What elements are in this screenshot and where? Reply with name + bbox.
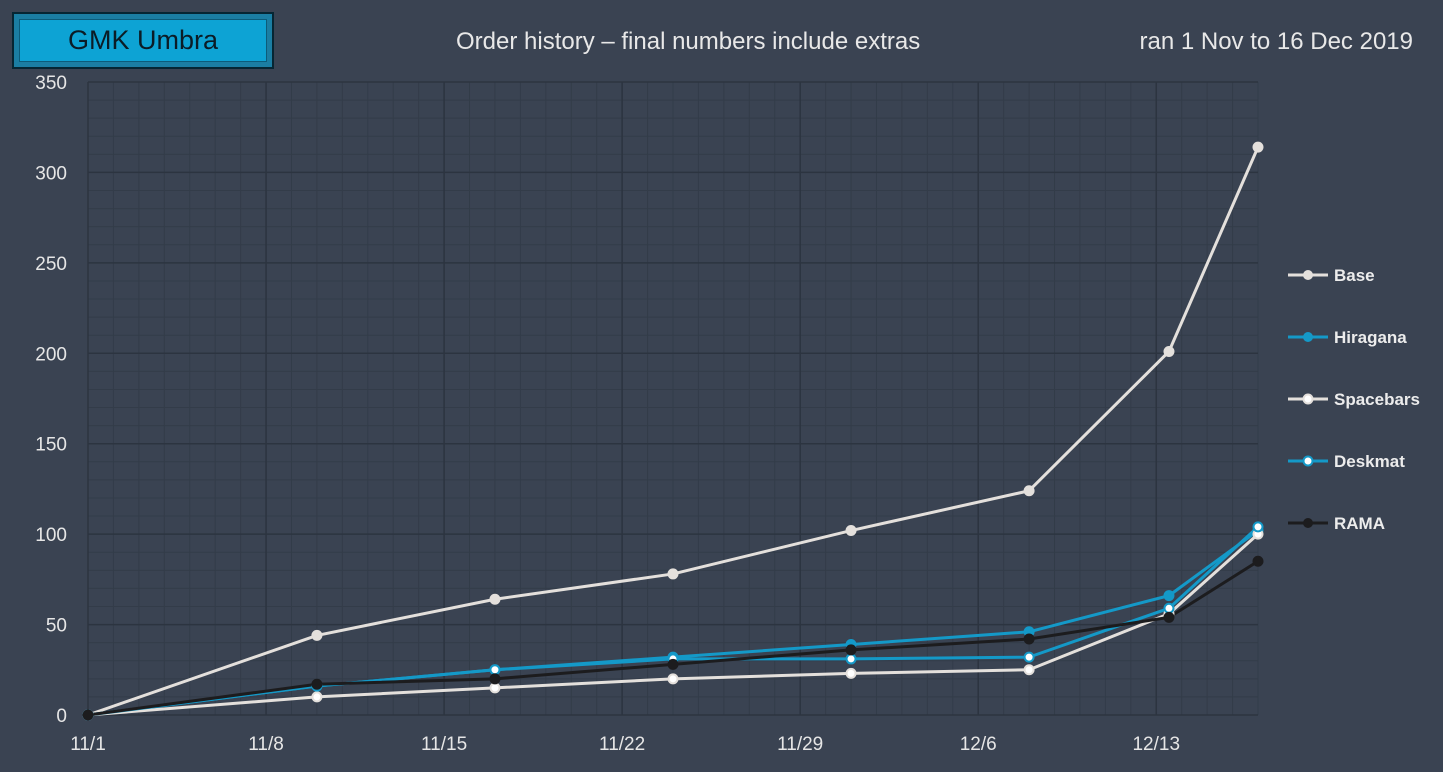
data-point-base xyxy=(489,593,501,605)
y-tick-label: 200 xyxy=(35,344,67,365)
x-tick-label: 12/13 xyxy=(1132,734,1180,755)
legend-marker-spacebars xyxy=(1302,393,1314,405)
series-line-rama xyxy=(87,560,1259,717)
data-point-spacebars xyxy=(845,667,857,679)
legend-marker-hiragana xyxy=(1303,332,1313,342)
data-point-spacebars xyxy=(311,691,323,703)
data-point-rama xyxy=(489,673,501,685)
data-point-spacebars xyxy=(489,682,501,694)
data-point-rama xyxy=(667,658,679,670)
data-point-rama xyxy=(845,644,857,656)
legend-label-base: Base xyxy=(1334,266,1375,285)
legend-marker-deskmat xyxy=(1302,455,1314,467)
data-point-deskmat xyxy=(1252,521,1264,533)
y-tick-label: 100 xyxy=(35,525,67,546)
legend: Base Hiragana Spacebars Deskmat RAMA xyxy=(1288,266,1420,533)
data-point-base xyxy=(311,629,323,641)
data-point-base xyxy=(667,568,679,580)
data-point-deskmat xyxy=(489,664,501,676)
data-point-spacebars xyxy=(667,673,679,685)
x-tick-label: 11/22 xyxy=(599,734,645,755)
y-tick-label: 0 xyxy=(56,706,67,727)
y-tick-label: 300 xyxy=(35,163,67,184)
y-tick-label: 250 xyxy=(35,254,67,275)
series-points xyxy=(82,141,1264,721)
data-point-deskmat xyxy=(1163,602,1175,614)
x-tick-label: 11/15 xyxy=(421,734,467,755)
legend-label-spacebars: Spacebars xyxy=(1334,390,1420,409)
legend-marker-rama xyxy=(1303,518,1313,528)
x-tick-label: 11/1 xyxy=(70,734,106,755)
data-point-rama xyxy=(82,709,94,721)
y-tick-label: 50 xyxy=(46,616,67,637)
legend-label-deskmat: Deskmat xyxy=(1334,452,1405,471)
series-line-spacebars xyxy=(87,533,1259,717)
data-point-base xyxy=(1163,345,1175,357)
legend-label-hiragana: Hiragana xyxy=(1334,328,1407,347)
series-lines xyxy=(87,146,1260,717)
data-point-base xyxy=(845,525,857,537)
data-point-base xyxy=(1252,141,1264,153)
data-point-deskmat xyxy=(1023,651,1035,663)
x-tick-label: 11/8 xyxy=(248,734,284,755)
chart-title: Order history – final numbers include ex… xyxy=(456,28,921,55)
data-point-hiragana xyxy=(1163,590,1175,602)
data-point-rama xyxy=(311,678,323,690)
data-point-spacebars xyxy=(1023,664,1035,676)
data-point-deskmat xyxy=(845,653,857,665)
x-tick-label: 11/29 xyxy=(777,734,823,755)
data-point-rama xyxy=(1023,633,1035,645)
legend-marker-base xyxy=(1303,270,1313,280)
data-point-base xyxy=(1023,485,1035,497)
logo-text: GMK Umbra xyxy=(67,25,219,55)
y-tick-label: 350 xyxy=(35,73,67,94)
y-tick-label: 150 xyxy=(35,435,67,456)
axis-tick-labels: 0 50 100 150 200 250 300 350 11/1 11/8 11/15 11/22 1… xyxy=(35,73,1180,755)
legend-label-rama: RAMA xyxy=(1334,514,1385,533)
x-tick-label: 12/6 xyxy=(960,734,997,755)
grid-lines xyxy=(87,81,1259,716)
data-point-rama xyxy=(1163,611,1175,623)
chart-subtitle: ran 1 Nov to 16 Dec 2019 xyxy=(1139,28,1413,55)
series-line-base xyxy=(87,146,1260,717)
data-point-rama xyxy=(1252,555,1264,567)
logo-badge: GMK Umbra xyxy=(12,12,274,69)
